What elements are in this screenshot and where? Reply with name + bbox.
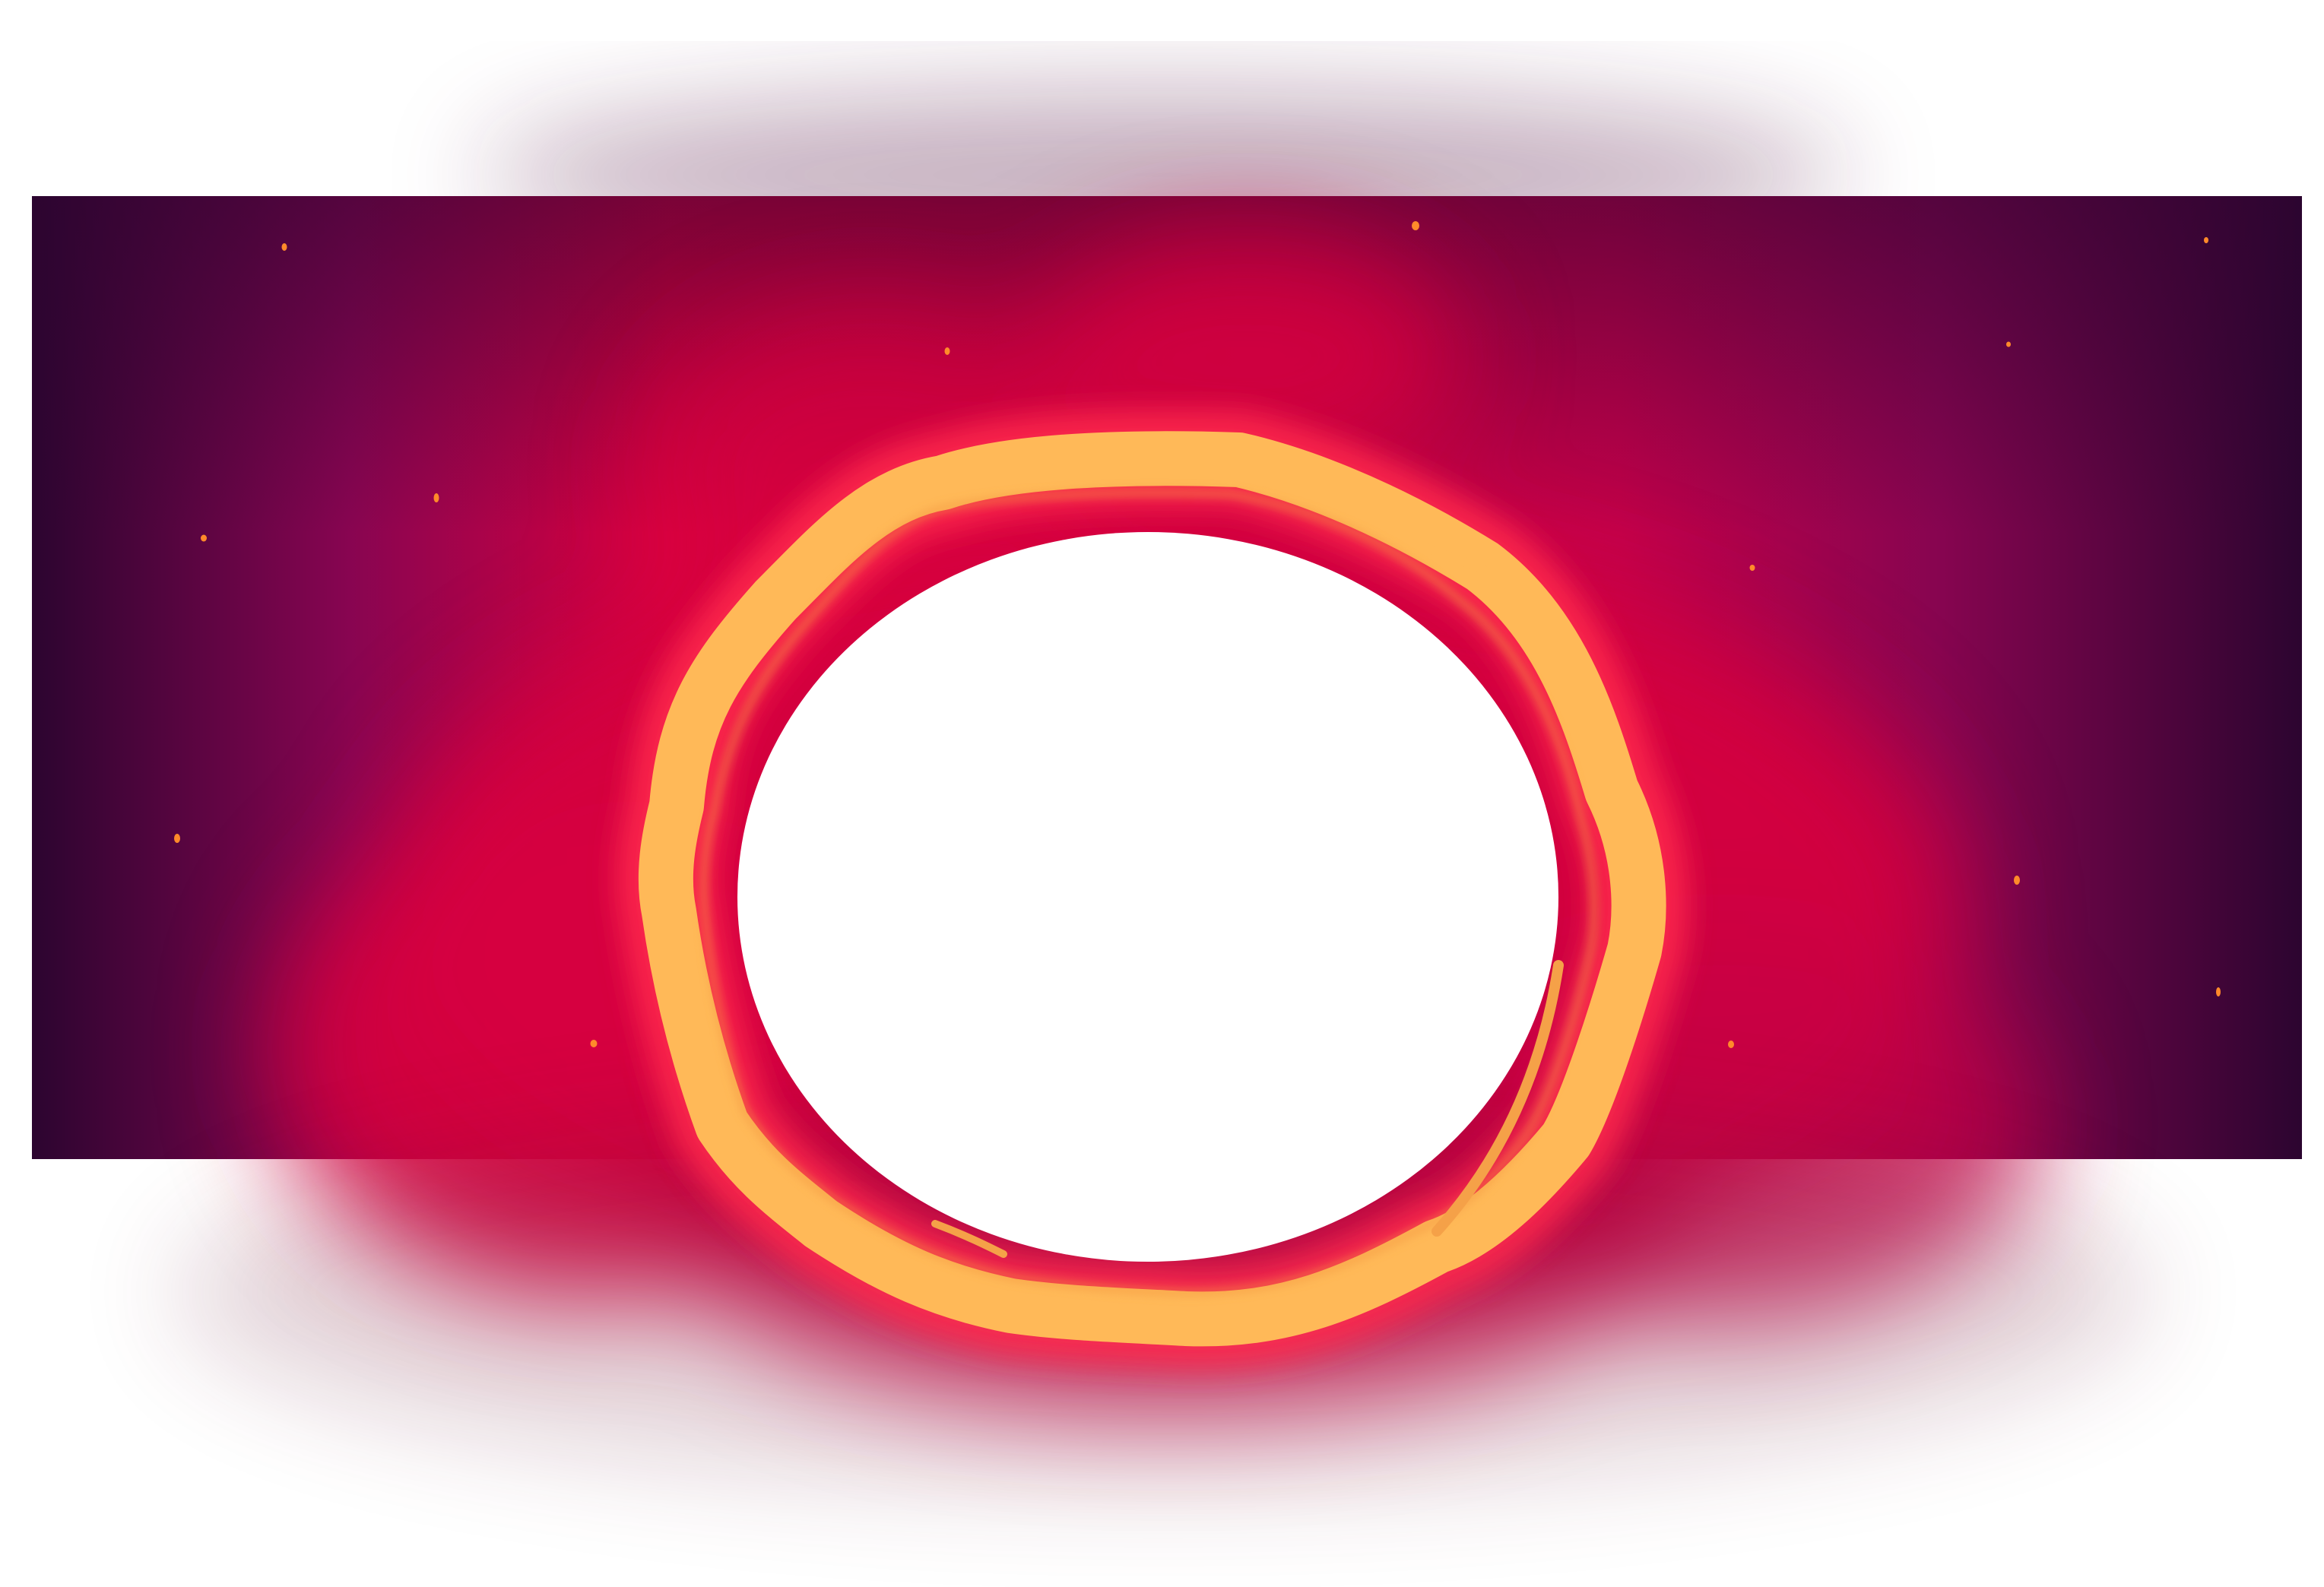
star-icon (1749, 565, 1755, 571)
star-icon (944, 347, 950, 355)
star-icon (433, 493, 439, 502)
ring-stroke-2 (1431, 960, 1564, 1237)
star-icon (1728, 1041, 1734, 1048)
star-icon (590, 1040, 598, 1047)
star-icon (2216, 987, 2221, 996)
star-icon (281, 243, 287, 251)
star-icon (2014, 876, 2020, 885)
star-icon (2204, 237, 2208, 243)
star-icon (201, 534, 207, 542)
ring-inner-shade (699, 489, 1598, 1297)
star-icon (174, 834, 180, 843)
ring-stroke-1 (1409, 539, 1487, 573)
star-icon (2006, 341, 2011, 347)
ring-stroke-3 (931, 1220, 1007, 1258)
stars (174, 221, 2221, 1048)
ring-center (737, 532, 1558, 1262)
star-icon (1412, 221, 1419, 230)
